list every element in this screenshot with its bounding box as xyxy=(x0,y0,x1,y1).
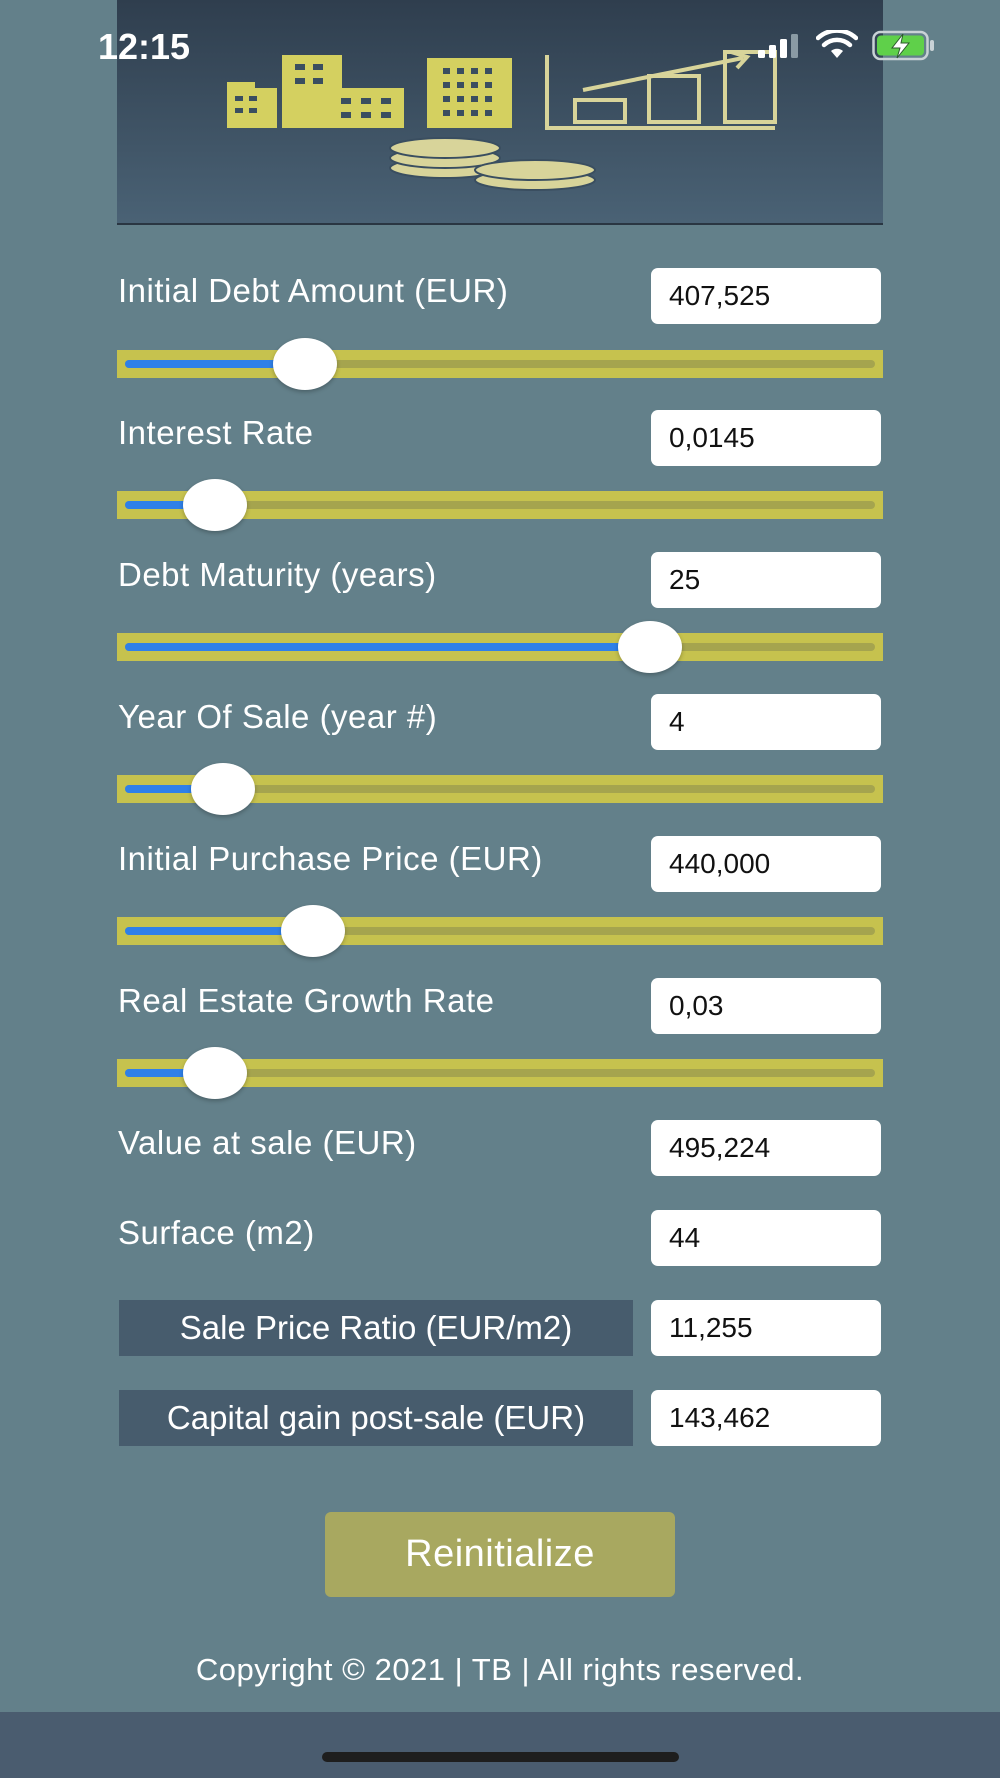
debt-maturity-label: Debt Maturity (years) xyxy=(118,556,437,593)
coins-icon xyxy=(389,137,596,191)
slider-fill xyxy=(125,501,215,509)
surface-label: Surface (m2) xyxy=(118,1214,315,1251)
battery-charging-icon xyxy=(872,30,934,61)
initial-debt-field[interactable]: 407,525 xyxy=(651,268,881,324)
copyright-text: Copyright © 2021 | TB | All rights reser… xyxy=(195,1652,805,1687)
interest-rate-label: Interest Rate xyxy=(118,414,314,451)
slider-thumb[interactable] xyxy=(190,763,255,815)
interest-rate-slider[interactable] xyxy=(117,479,883,531)
debt-maturity-field[interactable]: 25 xyxy=(651,552,881,608)
banner-illustration xyxy=(227,50,777,191)
bar-chart-icon xyxy=(545,50,777,130)
slider-track xyxy=(125,785,875,793)
status-time: 12:15 xyxy=(98,26,191,67)
slider-thumb[interactable] xyxy=(183,479,247,531)
sale-price-ratio-label: Sale Price Ratio (EUR/m2) xyxy=(119,1300,633,1356)
slider-thumb[interactable] xyxy=(280,905,345,957)
slider-fill xyxy=(125,785,223,793)
status-bar: 12:15 xyxy=(0,0,1000,92)
initial-debt-slider[interactable] xyxy=(117,338,883,390)
value-at-sale-label: Value at sale (EUR) xyxy=(118,1124,417,1161)
surface-field[interactable]: 44 xyxy=(651,1210,881,1266)
year-of-sale-field[interactable]: 4 xyxy=(651,694,881,750)
wifi-icon xyxy=(816,30,858,58)
purchase-price-field[interactable]: 440,000 xyxy=(651,836,881,892)
interest-rate-field[interactable]: 0,0145 xyxy=(651,410,881,466)
purchase-price-slider[interactable] xyxy=(117,905,883,957)
slider-track xyxy=(125,501,875,509)
purchase-price-label: Initial Purchase Price (EUR) xyxy=(118,840,543,877)
slider-track xyxy=(125,927,875,935)
slider-fill xyxy=(125,360,305,368)
value-at-sale-field[interactable]: 495,224 xyxy=(651,1120,881,1176)
home-indicator[interactable] xyxy=(322,1752,679,1762)
signal-icon xyxy=(758,34,798,58)
slider-thumb[interactable] xyxy=(273,338,337,390)
sale-price-ratio-field[interactable]: 11,255 xyxy=(651,1300,881,1356)
slider-fill xyxy=(125,927,313,935)
slider-track xyxy=(125,360,875,368)
slider-fill xyxy=(125,1069,215,1077)
buildings-icon xyxy=(227,55,512,128)
slider-thumb[interactable] xyxy=(183,1047,247,1099)
year-of-sale-slider[interactable] xyxy=(117,763,883,815)
growth-rate-field[interactable]: 0,03 xyxy=(651,978,881,1034)
slider-track xyxy=(125,1069,875,1077)
bottom-bar xyxy=(0,1712,1000,1778)
year-of-sale-label: Year Of Sale (year #) xyxy=(118,698,438,735)
debt-maturity-slider[interactable] xyxy=(117,621,883,673)
capital-gain-label: Capital gain post-sale (EUR) xyxy=(119,1390,633,1446)
header-banner xyxy=(117,0,883,225)
reinitialize-button[interactable]: Reinitialize xyxy=(325,1512,675,1597)
growth-rate-slider[interactable] xyxy=(117,1047,883,1099)
slider-fill xyxy=(125,643,650,651)
slider-thumb[interactable] xyxy=(618,621,682,673)
growth-rate-label: Real Estate Growth Rate xyxy=(118,982,495,1019)
capital-gain-field[interactable]: 143,462 xyxy=(651,1390,881,1446)
initial-debt-label: Initial Debt Amount (EUR) xyxy=(118,272,509,309)
